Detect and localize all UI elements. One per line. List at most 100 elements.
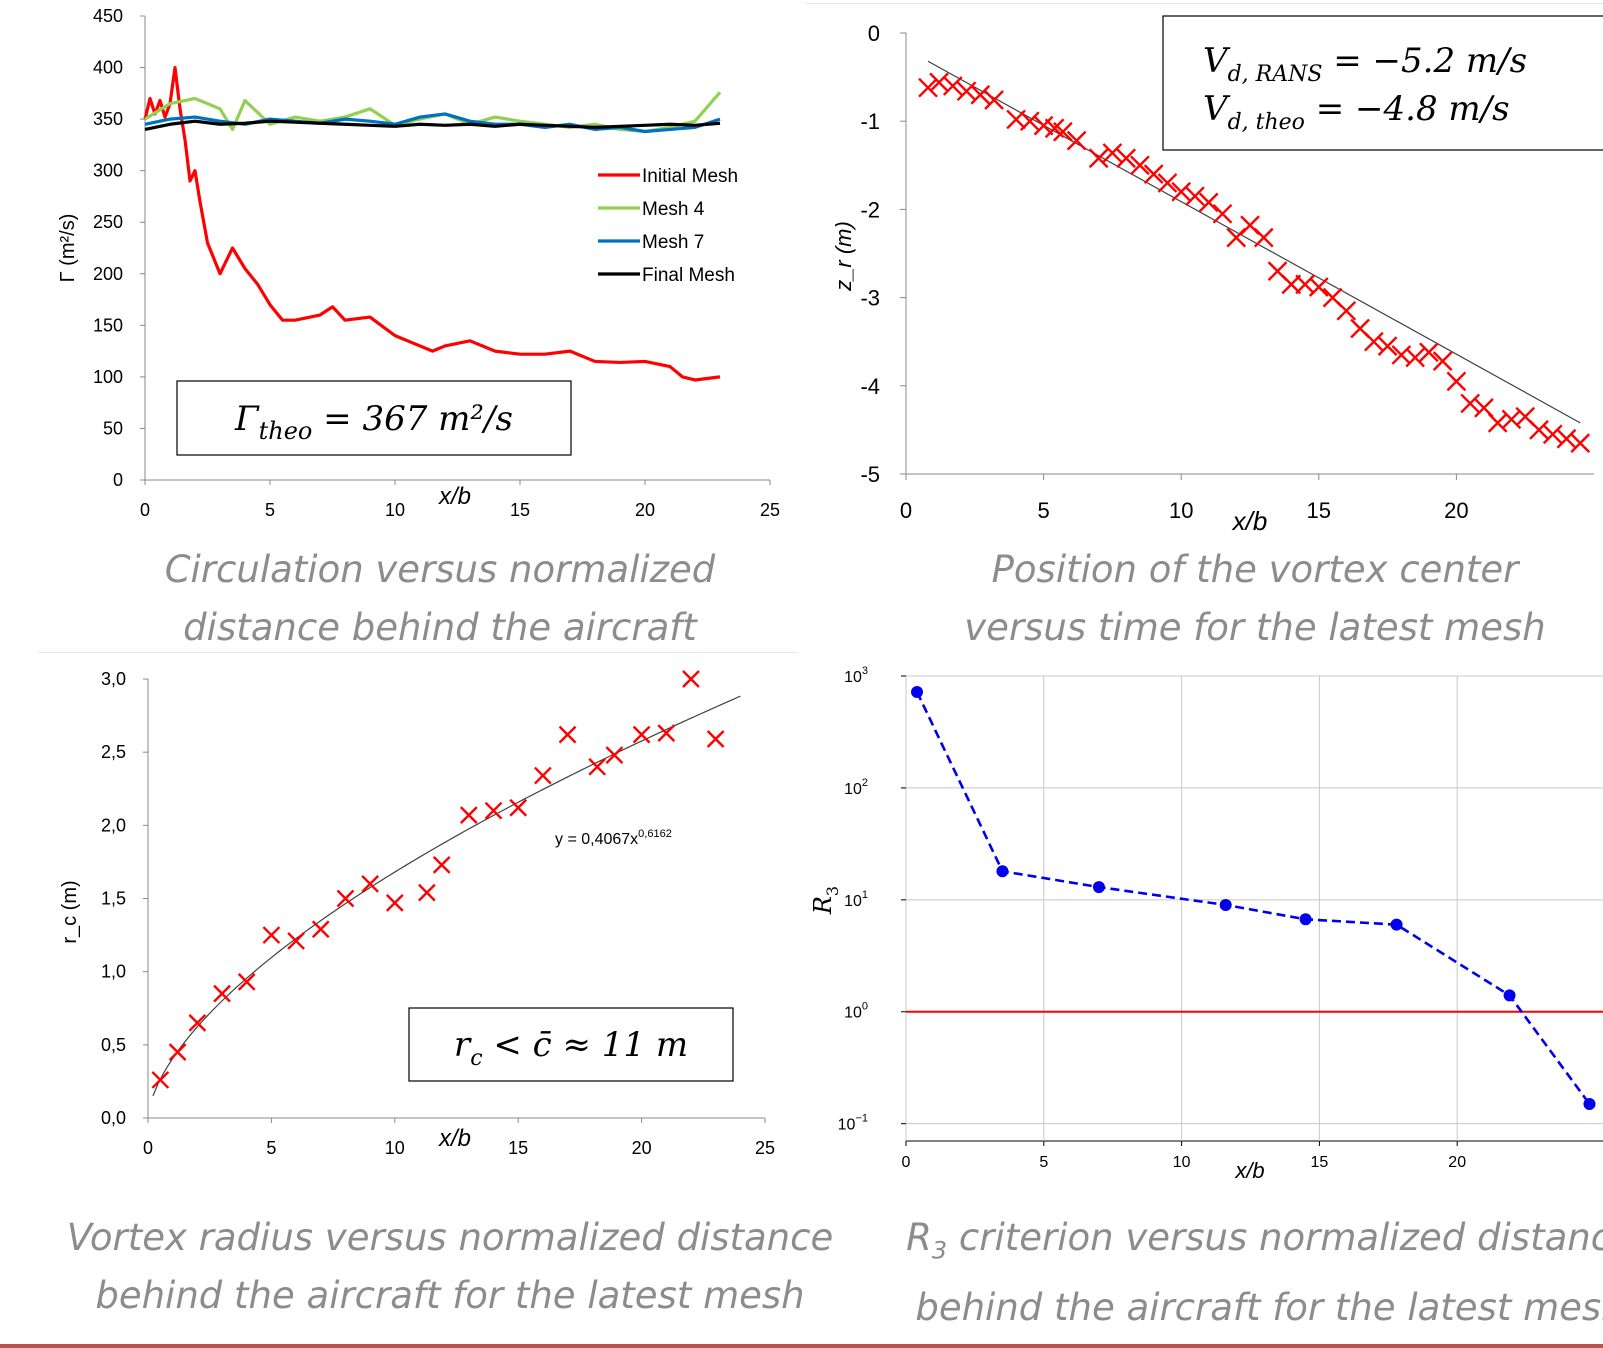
data-point-marker [459, 806, 478, 824]
data-point-marker [605, 746, 624, 764]
data-point-marker [1542, 424, 1563, 445]
data-point-marker [1157, 173, 1178, 193]
radius-chart: 0,0 0,5 1,0 1,5 2,0 2,5 3,0 0 5 10 15 20 25 x/b r_c (m… [59, 669, 775, 1158]
data-point-marker [1390, 918, 1403, 931]
y-tick-base: 10 [838, 1117, 856, 1134]
data-point-marker [1198, 192, 1219, 213]
fit-equation: y = 0,4067x0,6162 [555, 828, 672, 848]
annotation-subscript: c [470, 1046, 482, 1071]
legend-label: Initial Mesh [642, 166, 738, 187]
annotation-value: = 367 m²/s [312, 399, 513, 439]
data-point-marker [970, 84, 991, 105]
separator [805, 3, 1603, 4]
caption-circulation: Circulation versus normalized distance b… [40, 541, 840, 657]
data-point-marker [1185, 186, 1205, 207]
slide-bottom-rule [0, 1344, 1603, 1348]
x-tick-label: 5 [1039, 1154, 1048, 1171]
y-tick-label: 300 [93, 161, 123, 181]
data-point-marker [151, 1071, 170, 1089]
data-point-marker [558, 725, 577, 744]
y-tick-exponent: 0 [862, 1001, 868, 1013]
data-point-marker [168, 1043, 187, 1061]
y-tick-label: -3 [860, 286, 880, 311]
y-tick-label: -1 [860, 109, 880, 134]
x-tick-label: 15 [510, 500, 530, 520]
x-tick-label: 10 [385, 500, 405, 520]
y-axis-label: z_r (m) [831, 221, 856, 292]
caption-line: behind the aircraft for the latest mesh [95, 1274, 805, 1317]
annotation-text: rc < c̄ ≈ 11 m [454, 1025, 688, 1071]
y-tick-exponent: 2 [862, 777, 868, 789]
caption-text: criterion versus normalized distance [947, 1216, 1603, 1259]
y-tick-label: 100 [93, 367, 123, 387]
y-tick-label: 0 [868, 21, 880, 46]
annotation-symbol: V [1203, 41, 1231, 81]
data-point-marker [237, 973, 256, 991]
fit-curve [152, 695, 741, 1097]
x-tick-label: 15 [1307, 498, 1331, 523]
data-point-marker [484, 801, 503, 820]
y-axis-label-symbol: R [809, 896, 837, 915]
x-tick-label: 20 [1444, 498, 1468, 523]
data-point-marker [432, 855, 451, 874]
data-point-marker [1419, 342, 1439, 363]
y-tick-label: 1,0 [101, 962, 126, 982]
y-tick-exponent: 1 [862, 889, 868, 901]
plot-frame [905, 675, 1603, 1142]
data-point-marker [1503, 989, 1516, 1002]
data-point-marker [1212, 203, 1233, 224]
caption-radius: Vortex radius versus normalized distance… [50, 1209, 850, 1325]
x-tick-label: 10 [1169, 498, 1193, 523]
data-point-marker [1405, 347, 1425, 368]
data-point-marker [1088, 148, 1109, 169]
data-point-marker [1336, 300, 1357, 321]
caption-subscript: 3 [931, 1236, 948, 1265]
data-point-marker [706, 730, 725, 748]
data-point-marker [213, 984, 231, 1003]
y-tick-label: 150 [93, 315, 123, 335]
annotation-box [1162, 15, 1603, 151]
data-point-marker [188, 1014, 207, 1032]
series-line [144, 119, 721, 131]
y-axis-label-subscript: 3 [823, 886, 842, 896]
y-tick-label: 103 [844, 665, 868, 686]
data-point-marker [984, 90, 1004, 110]
x-tick-label: 5 [1037, 498, 1049, 523]
data-point-marker [956, 81, 977, 102]
circulation-chart: 0 50 100 150 200 250 300 350 400 450 0 5 10 15 20 25 x/b… [57, 6, 780, 520]
data-point-marker [1363, 331, 1384, 352]
data-point-marker [1102, 143, 1123, 163]
data-point-marker [262, 926, 281, 944]
caption-line: behind the aircraft for the latest mesh [915, 1286, 1603, 1330]
series-line [915, 691, 1591, 1105]
data-point-marker [534, 766, 552, 785]
x-tick-label: 5 [266, 1138, 276, 1158]
y-tick-label: 1,5 [101, 889, 126, 909]
y-tick-label: 350 [93, 109, 123, 129]
y-tick-label: 50 [103, 418, 123, 438]
x-tick-label: 20 [632, 1138, 652, 1158]
data-point-marker [1130, 155, 1150, 176]
y-tick-label: 0,0 [101, 1108, 126, 1128]
data-point-marker [1377, 336, 1398, 356]
y-tick-label: 2,5 [101, 742, 126, 762]
data-point-marker [1432, 351, 1453, 371]
data-point-marker [418, 883, 436, 902]
y-tick-label: 200 [93, 264, 123, 284]
data-point-marker [1299, 913, 1312, 926]
annotation-subscript: d, RANS [1228, 62, 1323, 87]
x-tick-label: 0 [143, 1138, 153, 1158]
y-tick-base: 10 [844, 781, 862, 798]
data-point-marker [1556, 428, 1577, 449]
data-point-marker [509, 798, 528, 817]
circulation-chart-panel: 0 50 100 150 200 250 300 350 400 450 0 5 10 15 20 25 x/b… [0, 0, 800, 560]
data-point-marker [336, 889, 355, 908]
y-tick-label: 0 [113, 470, 123, 490]
data-point-marker [1116, 148, 1137, 169]
x-tick-label: 15 [1311, 1154, 1329, 1171]
fit-equation-exponent: 0,6162 [638, 828, 672, 840]
x-tick-label: 10 [385, 1138, 405, 1158]
data-point-marker [1066, 130, 1087, 151]
y-tick-label: 3,0 [101, 669, 126, 689]
